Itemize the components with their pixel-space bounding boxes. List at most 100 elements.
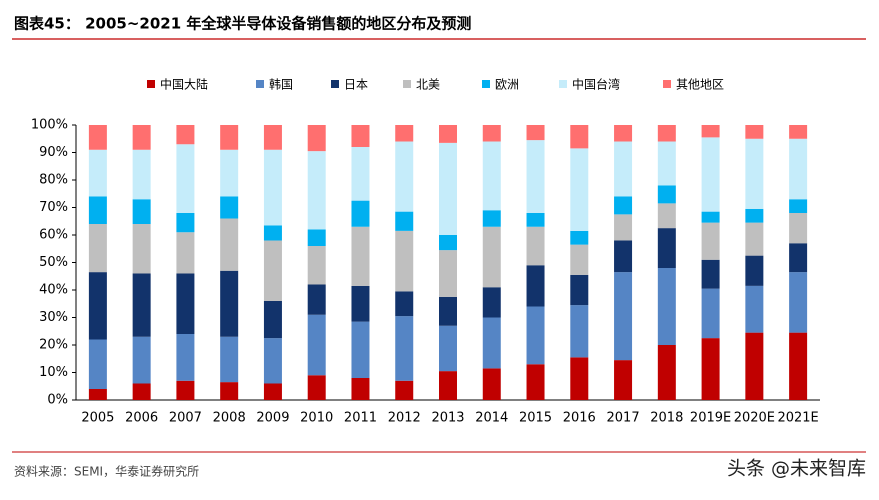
bar-segment <box>263 383 282 400</box>
bar-segment <box>570 305 589 358</box>
watermark: 头条 @未来智库 <box>727 458 866 480</box>
bar-segment <box>220 218 239 271</box>
bar-segment <box>526 125 545 141</box>
x-tick-label: 2015 <box>519 411 552 426</box>
bar-segment <box>132 149 151 200</box>
bar-segment <box>439 250 457 297</box>
bar-segment <box>789 272 808 333</box>
bar-segment <box>482 141 501 211</box>
bar-segment <box>614 240 633 273</box>
bar-segment <box>263 149 282 226</box>
x-tick-label: 2008 <box>213 411 246 426</box>
bar-segment <box>439 142 457 235</box>
bar-segment <box>439 371 457 400</box>
x-tick-label: 2020E <box>734 411 775 426</box>
bar-segment <box>789 243 808 273</box>
y-tick-label: 90% <box>39 145 68 160</box>
bar-segment <box>307 314 326 376</box>
bar-segment <box>132 199 151 224</box>
x-tick-label: 2014 <box>475 411 508 426</box>
legend-swatch <box>403 80 411 88</box>
bar-segment <box>701 137 720 212</box>
legend-swatch <box>559 80 567 88</box>
bar-segment <box>701 125 720 138</box>
bar-segment <box>307 151 326 230</box>
bar-segment <box>789 213 808 244</box>
bar-segment <box>439 296 457 326</box>
bar-segment <box>570 357 589 400</box>
bar-segment <box>351 147 370 201</box>
bar-segment <box>614 141 633 197</box>
bar-segment <box>263 301 282 339</box>
bar-segment <box>570 244 589 275</box>
bar-segment <box>701 288 720 339</box>
bar-segment <box>657 185 676 204</box>
bar-segment <box>657 141 676 186</box>
bar-segment <box>570 274 589 306</box>
bar-segment <box>526 265 545 307</box>
bar-segment <box>307 375 326 400</box>
y-tick-label: 60% <box>39 228 68 243</box>
bar-segment <box>614 196 633 215</box>
bar-segment <box>745 138 764 209</box>
y-tick-label: 20% <box>39 338 68 353</box>
bar-segment <box>395 380 414 400</box>
legend-label: 日本 <box>344 78 368 92</box>
title: 图表45： 2005~2021 年全球半导体设备销售额的地区分布及预测 <box>14 15 471 33</box>
bar-segment <box>176 125 195 145</box>
bar-segment <box>526 140 545 213</box>
bar-segment <box>132 125 151 150</box>
bar-segment <box>132 273 151 337</box>
legend-swatch <box>482 80 490 88</box>
x-tick-label: 2011 <box>344 411 377 426</box>
bar-segment <box>351 200 370 227</box>
y-tick-label: 70% <box>39 200 68 215</box>
bar-segment <box>701 259 720 289</box>
bar-segment <box>614 272 633 361</box>
legend-label: 欧洲 <box>495 78 519 92</box>
bar-segment <box>176 232 195 274</box>
x-tick-label: 2019E <box>690 411 731 426</box>
bar-segment <box>701 211 720 223</box>
y-tick-label: 40% <box>39 283 68 298</box>
bar-segment <box>176 273 195 334</box>
legend-label: 中国台湾 <box>572 77 620 92</box>
bar-segment <box>351 226 370 286</box>
bar-segment <box>351 125 370 147</box>
y-tick-label: 80% <box>39 173 68 188</box>
bar-segment <box>701 222 720 260</box>
legend-label: 中国大陆 <box>160 77 208 92</box>
bar-segment <box>88 149 107 197</box>
bar-segment <box>220 196 239 219</box>
bar-segment <box>176 380 195 400</box>
bar-segment <box>351 285 370 322</box>
bar-segment <box>307 229 326 246</box>
legend-label: 北美 <box>416 78 440 92</box>
bar-segment <box>745 332 764 400</box>
bar-segment <box>395 125 414 142</box>
x-tick-label: 2013 <box>431 411 464 426</box>
legend-swatch <box>663 80 671 88</box>
bar-segment <box>132 383 151 400</box>
y-tick-label: 50% <box>39 255 68 270</box>
bar-segment <box>220 149 239 197</box>
y-tick-label: 100% <box>31 118 68 133</box>
plot: 0% 10% 20% 30% 40% 50% 60% 70% 80% 90% 100% 2005 200… <box>31 77 820 426</box>
bar-segment <box>88 196 107 224</box>
bar-segment <box>220 382 239 400</box>
bar-segment <box>263 225 282 241</box>
bar-segment <box>439 125 457 143</box>
bar-segment <box>395 291 414 317</box>
bar-segment <box>526 213 545 227</box>
bar-segment <box>745 125 764 139</box>
bar-segment <box>526 306 545 365</box>
bar-segment <box>526 364 545 400</box>
bar-segment <box>482 317 501 369</box>
bar-segment <box>657 345 676 400</box>
bar-segment <box>395 211 414 231</box>
bar-segment <box>263 240 282 301</box>
x-tick-label: 2010 <box>300 411 333 426</box>
bar-segment <box>439 235 457 251</box>
bar-segment <box>570 230 589 245</box>
bar-segment <box>570 148 589 231</box>
